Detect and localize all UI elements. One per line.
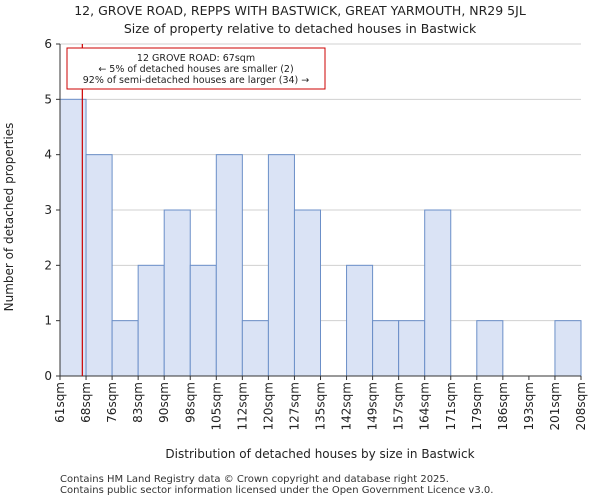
x-tick-label: 120sqm — [261, 382, 275, 430]
bar — [293, 209, 322, 377]
bar-chart: 0 1 2 3 4 5 6 61sqm 68sqm 76sqm 83sqm 90sqm 98sqm 10… — [2, 37, 588, 461]
x-axis-label: Distribution of detached houses by size … — [165, 447, 474, 461]
x-tick-label: 186sqm — [496, 382, 510, 430]
x-tick-label: 201sqm — [548, 382, 562, 430]
bar — [241, 320, 269, 377]
bar — [398, 320, 426, 377]
bar — [137, 264, 165, 377]
x-tick-label: 208sqm — [574, 382, 588, 430]
y-tick-label: 1 — [44, 314, 52, 328]
y-tick-label: 0 — [44, 369, 52, 383]
x-tick-label: 90sqm — [157, 382, 171, 423]
y-tick-label: 3 — [44, 203, 52, 217]
annotation-box: 12 GROVE ROAD: 67sqm← 5% of detached hou… — [66, 47, 326, 90]
x-tick-label: 149sqm — [366, 382, 380, 430]
x-tick-label: 179sqm — [470, 382, 484, 430]
bar — [189, 264, 217, 377]
x-tick-label: 98sqm — [183, 382, 197, 423]
x-tick-label: 164sqm — [418, 382, 432, 430]
chart-title: 12, GROVE ROAD, REPPS WITH BASTWICK, GRE… — [74, 3, 526, 18]
bar — [163, 209, 191, 377]
y-tick-labels: 0 1 2 3 4 5 6 — [44, 37, 60, 383]
bars — [59, 98, 582, 377]
bar — [85, 154, 113, 377]
bar — [554, 320, 582, 377]
bar — [111, 320, 139, 377]
x-tick-label: 105sqm — [209, 382, 223, 430]
y-tick-label: 4 — [44, 148, 52, 162]
x-tick-label: 61sqm — [53, 382, 67, 423]
bar — [215, 154, 243, 377]
x-tick-labels: 61sqm 68sqm 76sqm 83sqm 90sqm 98sqm 105sqm 112s… — [53, 376, 588, 430]
bar — [424, 209, 452, 377]
bar — [346, 264, 374, 377]
annotation-line: 12 GROVE ROAD: 67sqm — [137, 53, 255, 64]
x-tick-label: 112sqm — [235, 382, 249, 430]
x-tick-label: 157sqm — [392, 382, 406, 430]
bar — [476, 320, 504, 377]
x-tick-label: 193sqm — [522, 382, 536, 430]
y-tick-label: 2 — [44, 258, 52, 272]
chart-subtitle: Size of property relative to detached ho… — [123, 21, 477, 36]
y-tick-label: 5 — [44, 92, 52, 106]
x-tick-label: 68sqm — [79, 382, 93, 423]
annotation-frame — [66, 47, 326, 90]
x-tick-label: 83sqm — [131, 382, 145, 423]
y-tick-label: 6 — [44, 37, 52, 51]
x-tick-label: 76sqm — [105, 382, 119, 423]
x-tick-label: 127sqm — [287, 382, 301, 430]
footer-line-2: Contains public sector information licen… — [60, 485, 494, 496]
y-axis-label: Number of detached properties — [2, 123, 16, 312]
bar — [267, 154, 295, 377]
annotation-line: 92% of semi-detached houses are larger (… — [83, 75, 310, 86]
bar — [372, 320, 400, 377]
x-tick-label: 171sqm — [444, 382, 458, 430]
annotation-line: ← 5% of detached houses are smaller (2) — [98, 64, 293, 75]
footer-line-1: Contains HM Land Registry data © Crown c… — [60, 474, 449, 485]
x-tick-label: 135sqm — [314, 382, 328, 430]
x-tick-label: 142sqm — [340, 382, 354, 430]
